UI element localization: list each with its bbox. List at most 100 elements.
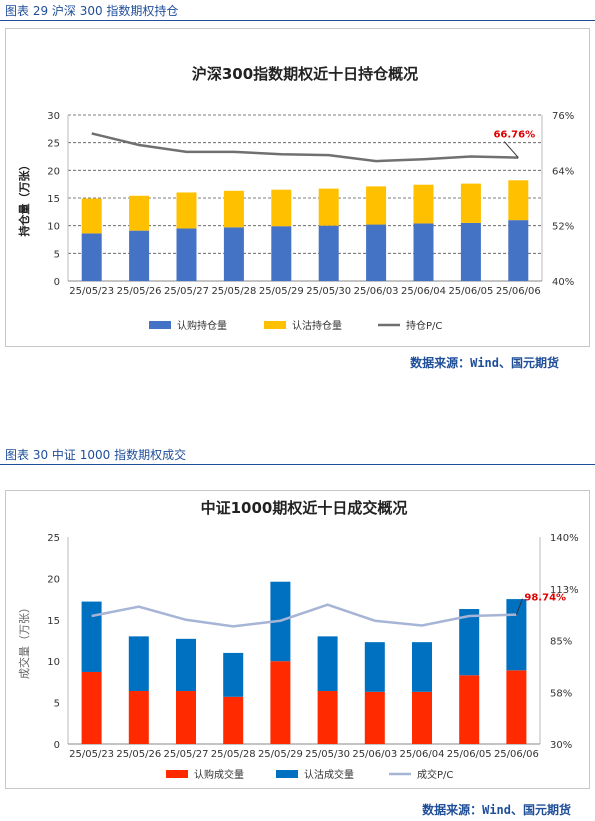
y-tick-label: 15 [47,194,60,205]
annotation-leader [503,141,519,158]
y2-tick-label: 30% [550,740,572,751]
bar-segment [508,220,529,281]
pc-ratio-line [91,603,517,628]
legend-label: 认购持仓量 [177,319,227,332]
caption-rule [0,464,595,465]
bar-segment [81,601,102,672]
x-tick-label: 25/06/06 [494,749,539,760]
bar-segment [506,670,527,744]
bar-segment [271,189,292,227]
y2-tick-label: 76% [552,111,574,122]
legend-swatch [166,770,188,778]
x-tick-label: 25/06/06 [496,286,541,297]
y2-tick-label: 140% [550,533,579,544]
x-tick-label: 25/05/30 [306,286,351,297]
y2-tick-label: 58% [550,688,572,699]
legend-label: 认购成交量 [194,768,244,781]
legend-label: 成交P/C [417,768,453,781]
legend-label: 持仓P/C [406,319,442,332]
x-tick-label: 25/05/29 [259,286,304,297]
y-tick-label: 15 [47,616,60,627]
y-tick-label: 10 [47,657,60,668]
legend-swatch [149,321,171,329]
x-tick-label: 25/05/28 [211,749,256,760]
bar-segment [459,675,480,744]
source-note: 数据来源：Wind、国元期货 [422,803,571,817]
chart-title: 沪深300指数期权近十日持仓概况 [192,65,418,83]
y2-tick-label: 64% [552,166,574,177]
bar-segment [129,195,150,231]
caption-rule [0,20,595,21]
x-tick-label: 25/05/28 [211,286,256,297]
x-tick-label: 25/06/04 [401,286,446,297]
source-note: 数据来源：Wind、国元期货 [410,356,559,370]
bar-segment [506,599,527,671]
bar-segment [413,184,434,224]
legend-swatch [264,321,286,329]
bar-segment [128,691,149,744]
y2-tick-label: 113% [550,585,579,596]
y2-tick-label: 85% [550,637,572,648]
bar-segment [364,691,385,744]
chart-frame-oi: 沪深300指数期权近十日持仓概况 0 5 10 15 20 25 30 40% 52% 64% 76%… [5,28,590,347]
legend-label: 认沽持仓量 [292,319,342,332]
bar-segment [81,233,102,281]
x-tick-label: 25/05/30 [305,749,350,760]
y-tick-label: 10 [47,222,60,233]
y-axis-label: 成交量（万张） [17,602,31,679]
figure-30-caption: 图表 30 中证 1000 指数期权成交 [5,448,187,462]
bar-segment [223,227,244,281]
annotation-leader [515,598,523,615]
bar-segment [318,225,339,281]
bar-segment [364,642,385,692]
y-tick-label: 0 [54,277,60,288]
bar-segment [270,661,291,744]
bar-segment [412,691,432,744]
y-tick-label: 25 [47,139,60,150]
x-tick-label: 25/05/23 [69,286,114,297]
pc-ratio-line [91,132,519,163]
y-tick-label: 5 [54,249,60,260]
x-tick-label: 25/05/27 [164,286,209,297]
bar-segment [223,190,244,228]
x-tick-label: 25/05/29 [258,749,303,760]
bar-segment [223,652,244,697]
bar-segment [460,183,481,223]
y-tick-label: 20 [47,574,60,585]
oi-chart: 沪深300指数期权近十日持仓概况 0 5 10 15 20 25 30 40% 52% 64% 76%… [17,65,574,332]
x-tick-label: 25/06/04 [400,749,445,760]
bar-segment [460,222,481,281]
y2-tick-label: 52% [552,222,574,233]
volume-chart: 中证1000期权近十日成交概况 0 5 10 15 20 25 30% 58% 85% 113% 14… [17,499,579,781]
x-tick-label: 25/05/23 [69,749,114,760]
y-tick-label: 5 [54,699,60,710]
bar-segment [413,223,434,281]
bar-segment [128,636,149,692]
legend-label: 认沽成交量 [304,768,354,781]
annotation-label: 66.76% [493,130,535,141]
y-tick-label: 20 [47,166,60,177]
x-tick-label: 25/06/05 [447,749,492,760]
bar-segment [176,192,197,229]
y-tick-label: 0 [54,740,60,751]
bar-segment [317,691,338,744]
bar-segment [366,224,387,281]
annotation-label: 98.74% [524,593,566,604]
y-tick-label: 25 [47,533,60,544]
legend-swatch [276,770,298,778]
bar-segment [176,638,196,692]
bar-segment [366,186,387,225]
x-tick-label: 25/06/05 [448,286,493,297]
bar-segment [81,198,102,234]
x-tick-label: 25/05/27 [164,749,209,760]
bar-segment [271,226,292,281]
y-axis-label: 持仓量（万张） [17,160,31,237]
chart-frame-volume: 中证1000期权近十日成交概况 0 5 10 15 20 25 30% 58% 85% 113% 14… [5,490,590,789]
bar-segment [176,691,196,744]
bar-segment [508,180,529,221]
x-tick-label: 25/06/03 [354,286,399,297]
figure-29-caption: 图表 29 沪深 300 指数期权持仓 [5,4,179,18]
bar-segment [176,228,197,281]
bar-segment [459,609,480,676]
bar-segment [81,671,102,744]
